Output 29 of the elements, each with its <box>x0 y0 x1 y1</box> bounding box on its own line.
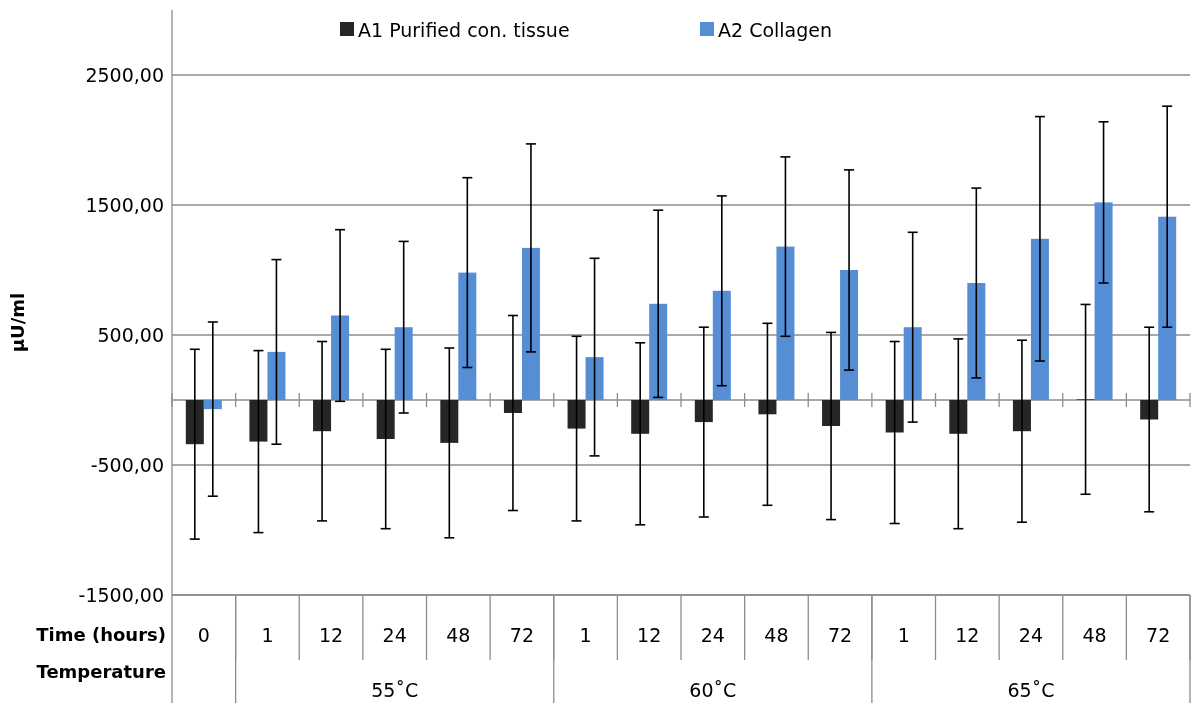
x-tick-label: 12 <box>955 623 980 646</box>
x-tick-label: 1 <box>897 623 910 646</box>
x-tick-label: 1 <box>261 623 274 646</box>
x-tick-label: 24 <box>1018 623 1044 646</box>
x-tick-label: 72 <box>827 623 853 646</box>
y-tick-label: 500,00 <box>97 323 164 346</box>
x-tick-label: 12 <box>637 623 662 646</box>
legend-label: A1 Purified con. tissue <box>358 18 570 41</box>
y-axis-title: µU/ml <box>7 292 28 353</box>
x-tick-label: 72 <box>509 623 535 646</box>
x-tick-label: 0 <box>197 623 210 646</box>
text: 65˚C <box>1007 678 1055 701</box>
x-tick-label: 48 <box>764 623 789 646</box>
x-tick-label: 72 <box>1146 623 1171 646</box>
text: 60˚C <box>689 678 737 701</box>
y-tick-label: 2500,00 <box>85 63 164 86</box>
x-tick-label: 12 <box>318 623 344 646</box>
x-tick-label: 1 <box>579 623 592 646</box>
text: Time (hours) <box>36 624 166 646</box>
x-tick-label: 24 <box>382 623 407 646</box>
y-tick-label: -500,00 <box>90 453 164 476</box>
x-tick-label: 48 <box>446 623 471 646</box>
text: Temperature <box>36 661 166 683</box>
y-tick-label: -1500,00 <box>78 583 164 606</box>
text: 55˚C <box>371 678 419 701</box>
x-tick-label: 24 <box>700 623 725 646</box>
x-tick-label: 48 <box>1082 623 1107 646</box>
legend-label: A2 Collagen <box>718 18 833 41</box>
y-tick-label: 1500,00 <box>85 193 164 216</box>
